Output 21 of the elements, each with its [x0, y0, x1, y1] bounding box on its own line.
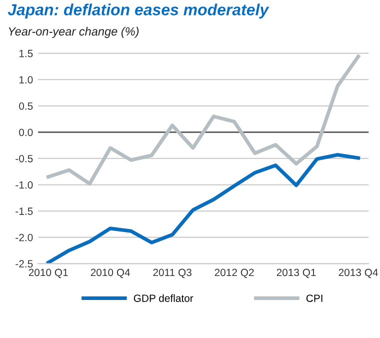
x-tick-label: 2010 Q1: [28, 268, 68, 278]
legend-label: CPI: [306, 294, 322, 302]
y-tick-label: -0.5: [16, 154, 33, 162]
x-tick-label: 2013 Q1: [276, 268, 316, 278]
y-tick-label: 1.0: [19, 76, 33, 84]
y-tick-label: 0.5: [19, 102, 33, 110]
x-tick-label: 2011 Q3: [153, 268, 192, 278]
y-tick-label: -1.5: [16, 208, 33, 215]
legend-label: GDP deflator: [134, 294, 194, 302]
line-series: [46, 54, 360, 186]
x-tick-label: 2012 Q2: [214, 268, 254, 278]
y-tick-label: 1.5: [19, 50, 33, 58]
chart-title: Japan: deflation eases moderately: [8, 4, 270, 19]
y-tick-label: -2.5: [16, 260, 33, 268]
line-series: [46, 153, 360, 264]
chart-subtitle: Year-on-year change (%): [8, 26, 139, 38]
y-tick-label: -2.0: [16, 234, 33, 242]
y-tick-label: 0.0: [19, 128, 33, 136]
x-tick-label: 2013 Q4: [338, 268, 378, 278]
x-tick-label: 2010 Q4: [90, 268, 130, 278]
y-tick-label: -1.0: [16, 181, 33, 189]
